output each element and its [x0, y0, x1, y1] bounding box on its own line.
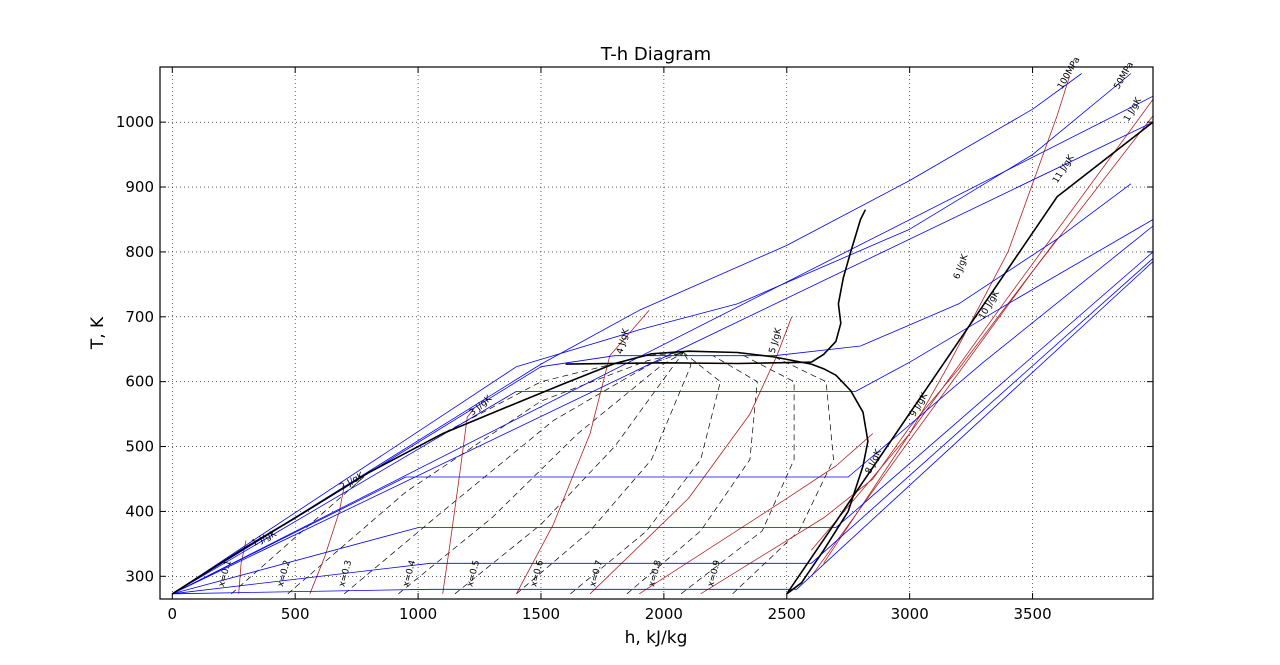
boundary-curve — [171, 350, 869, 595]
isentrope-curve — [700, 238, 1058, 595]
quality-curve — [231, 352, 684, 595]
x-axis: 0 500 1000 1500 2000 2500 3000 3500 — [168, 67, 1052, 623]
isobar-curve — [172, 261, 1154, 595]
x-axis-label: h, kJ/kg — [625, 628, 688, 648]
y-tick-label: 600 — [125, 373, 154, 391]
x-tick-label: 2500 — [768, 605, 806, 623]
isentrope-curve — [516, 310, 650, 594]
quality-curve — [626, 355, 758, 595]
isentrope-curve — [810, 115, 1154, 577]
y-tick-label: 500 — [125, 438, 154, 456]
isobar-curve — [172, 251, 1154, 595]
isentrope-curve — [810, 76, 1070, 551]
boundary-curve — [565, 361, 812, 365]
x-tick-label: 1500 — [522, 605, 560, 623]
y-axis-label: T, K — [88, 316, 108, 350]
quality-curve — [454, 352, 684, 595]
quality-curve — [570, 352, 721, 595]
isobar-curve — [172, 219, 1154, 595]
quality-curve — [287, 352, 684, 595]
y-tick-label: 300 — [125, 567, 154, 585]
isobar-curve — [172, 258, 1154, 595]
isobar-curve — [172, 183, 1132, 595]
isentrope-curve — [639, 433, 874, 595]
x-tick-label: 500 — [281, 605, 310, 623]
y-tick-label: 1000 — [116, 113, 154, 131]
quality-curve — [398, 352, 684, 595]
x-tick-label: 3000 — [891, 605, 929, 623]
y-tick-label: 900 — [125, 178, 154, 196]
isentrope-curve — [589, 316, 793, 595]
grid — [160, 67, 1153, 599]
isentrope-curve — [442, 407, 475, 594]
plot-area: x=0.1 x=0.2 x=0.3 x=0.4 x=0.5 x=0.6 x=0.7 x=0.8… — [159, 55, 1154, 600]
isentrope-curve — [823, 99, 1154, 564]
quality-curve — [732, 355, 834, 595]
boundary-curve — [810, 209, 867, 363]
chart-title: T-h Diagram — [600, 44, 711, 65]
plot-frame — [159, 66, 1154, 600]
y-tick-label: 400 — [125, 502, 154, 520]
x-tick-label: 2000 — [645, 605, 683, 623]
quality-curve — [516, 352, 692, 595]
isentrope-curve — [309, 485, 345, 594]
isobar-curve — [172, 73, 1082, 595]
boundary-curve — [786, 121, 1154, 595]
y-axis: 300 400 500 600 700 800 900 1000 — [116, 113, 1153, 585]
x-tick-label: 0 — [168, 605, 178, 623]
isobar-curve — [172, 121, 1154, 595]
plot-background — [160, 67, 1153, 599]
isobar-curve — [172, 225, 1154, 595]
quality-curve — [680, 352, 795, 595]
isobar-curve — [172, 95, 1154, 595]
x-tick-label: 1000 — [399, 605, 437, 623]
y-tick-label: 700 — [125, 308, 154, 326]
quality-curve — [344, 352, 684, 595]
y-tick-label: 800 — [125, 243, 154, 261]
series-layer — [171, 73, 1154, 595]
isobar-curve — [172, 73, 1132, 595]
x-tick-label: 3500 — [1013, 605, 1051, 623]
